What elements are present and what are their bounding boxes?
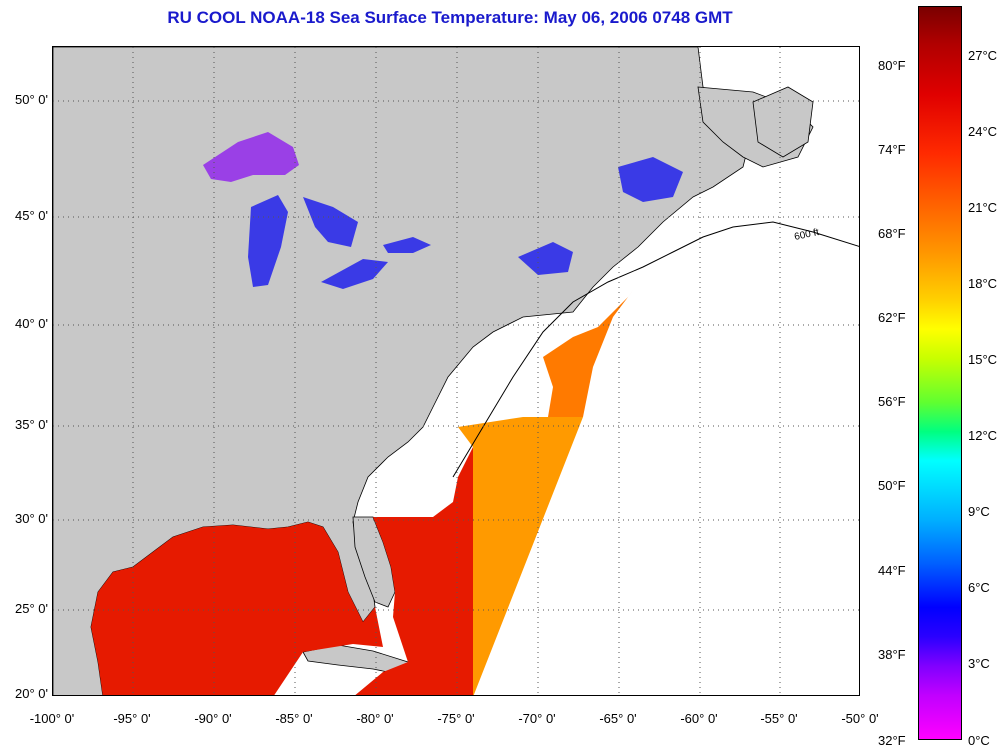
lake-michigan <box>248 195 288 287</box>
celsius-label: 24°C <box>968 124 998 139</box>
celsius-label: 27°C <box>968 48 998 63</box>
st-lawrence-sst <box>618 157 683 202</box>
northern-shelf-sst <box>543 277 643 417</box>
fahrenheit-label: 68°F <box>878 226 906 241</box>
temperature-colorbar <box>918 6 962 740</box>
latitude-label: 45° 0' <box>15 208 48 223</box>
fahrenheit-label: 80°F <box>878 58 906 73</box>
atlantic-south-sst <box>355 447 473 695</box>
latitude-label: 40° 0' <box>15 316 48 331</box>
latitude-label: 30° 0' <box>15 511 48 526</box>
longitude-label: -50° 0' <box>841 711 879 726</box>
fahrenheit-label: 56°F <box>878 394 906 409</box>
longitude-label: -60° 0' <box>680 711 718 726</box>
longitude-label: -55° 0' <box>760 711 798 726</box>
celsius-label: 6°C <box>968 580 990 595</box>
longitude-label: -85° 0' <box>275 711 313 726</box>
sst-map: 600 ft <box>52 46 860 696</box>
map-title: RU COOL NOAA-18 Sea Surface Temperature:… <box>167 8 733 27</box>
longitude-label: -95° 0' <box>113 711 151 726</box>
longitude-label: -90° 0' <box>194 711 232 726</box>
fahrenheit-label: 44°F <box>878 563 906 578</box>
celsius-label: 9°C <box>968 504 990 519</box>
fahrenheit-label: 50°F <box>878 478 906 493</box>
lake-erie <box>321 259 388 289</box>
land-newfoundland <box>752 86 814 158</box>
lake-ontario <box>383 237 431 253</box>
latitude-label: 50° 0' <box>15 92 48 107</box>
celsius-label: 3°C <box>968 656 990 671</box>
map-canvas: 600 ft <box>53 47 859 695</box>
longitude-label: -75° 0' <box>437 711 475 726</box>
gulf-of-mexico-sst <box>91 522 383 695</box>
longitude-label: -80° 0' <box>356 711 394 726</box>
celsius-label: 18°C <box>968 276 998 291</box>
lake-huron <box>303 197 358 247</box>
celsius-label: 15°C <box>968 352 998 367</box>
celsius-label: 12°C <box>968 428 998 443</box>
longitude-label: -70° 0' <box>518 711 556 726</box>
fahrenheit-label: 62°F <box>878 310 906 325</box>
latitude-label: 35° 0' <box>15 417 48 432</box>
longitude-label: -100° 0' <box>29 711 75 726</box>
depth-contour-600ft <box>452 221 859 478</box>
celsius-label: 0°C <box>968 733 990 748</box>
contour-label: 600 ft <box>793 227 820 243</box>
latitude-label: 20° 0' <box>15 686 48 701</box>
gulf-stream-sst <box>458 417 583 695</box>
longitude-label: -65° 0' <box>599 711 637 726</box>
fahrenheit-label: 38°F <box>878 647 906 662</box>
graticule <box>53 47 859 695</box>
latitude-label: 25° 0' <box>15 601 48 616</box>
celsius-label: 21°C <box>968 200 998 215</box>
fahrenheit-label: 74°F <box>878 142 906 157</box>
lake-superior <box>203 132 299 182</box>
gulf-of-maine-sst <box>518 242 573 275</box>
fahrenheit-label: 32°F <box>878 733 906 748</box>
